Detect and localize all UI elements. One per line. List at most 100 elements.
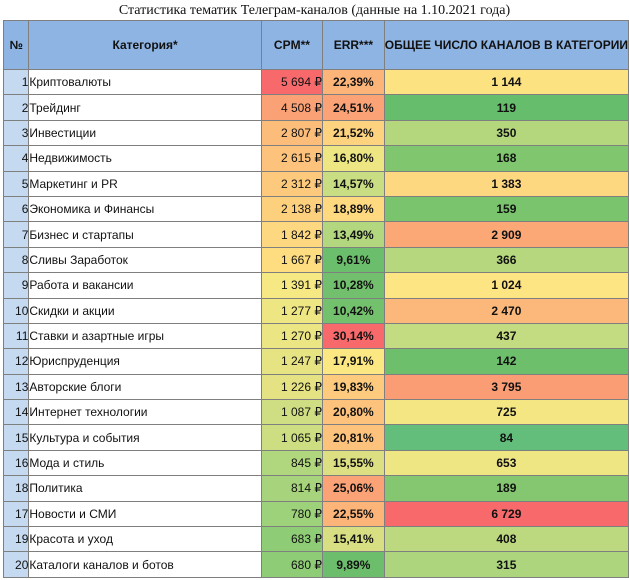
row-cpm: 1 247 ₽ [260, 348, 324, 375]
row-total: 408 [383, 526, 629, 553]
table-row: 8 Сливы Заработок 1 667 ₽9,61% 366 [2, 246, 629, 274]
table-row: 4 Недвижимость 2 615 ₽16,80% 168 [2, 145, 629, 172]
row-category: Бизнес и стартапы [28, 221, 262, 248]
row-err: 20,81% [322, 424, 385, 451]
table-row: 10 Скидки и акции 1 277 ₽10,42% 2 470 [2, 297, 629, 324]
row-cpm: 1 667 ₽ [260, 246, 324, 274]
row-err: 19,83% [322, 373, 385, 401]
table-row: 16 Мода и стиль 845 ₽15,55% 653 [2, 449, 629, 477]
row-number: 17 [2, 500, 30, 528]
row-err: 17,91% [322, 348, 385, 375]
table-row: 11 Ставки и азартные игры 1 270 ₽30,14% 437 [2, 322, 629, 350]
row-cpm: 683 ₽ [260, 526, 324, 553]
row-number: 12 [2, 348, 30, 375]
table-row: 9 Работа и вакансии 1 391 ₽10,28% 1 024 [2, 272, 629, 299]
header-err: ERR*** [322, 20, 385, 70]
row-total: 1 383 [383, 170, 629, 197]
row-err: 15,41% [322, 526, 385, 553]
row-total: 3 795 [383, 373, 629, 401]
row-cpm: 814 ₽ [260, 475, 324, 502]
table-row: 6 Экономика и Финансы 2 138 ₽18,89% 159 [2, 195, 629, 223]
row-cpm: 2 807 ₽ [260, 119, 324, 147]
header-row: № Категория* CPM** ERR*** ОБЩЕЕ ЧИСЛО КА… [2, 20, 629, 70]
row-category: Экономика и Финансы [28, 195, 262, 223]
table-row: 2 Трейдинг 4 508 ₽24,51% 119 [2, 94, 629, 121]
row-total: 350 [383, 119, 629, 147]
row-cpm: 1 065 ₽ [260, 424, 324, 451]
row-category: Интернет технологии [28, 399, 262, 426]
table-row: 19 Красота и уход 683 ₽15,41% 408 [2, 526, 629, 553]
table-row: 20 Каталоги каналов и ботов 680 ₽9,89% 315 [2, 551, 629, 578]
row-cpm: 1 277 ₽ [260, 297, 324, 324]
row-total: 142 [383, 348, 629, 375]
row-category: Мода и стиль [28, 449, 262, 477]
table-row: 15 Культура и события 1 065 ₽20,81% 84 [2, 424, 629, 451]
row-category: Культура и события [28, 424, 262, 451]
row-number: 9 [2, 272, 30, 299]
row-total: 2 909 [383, 221, 629, 248]
row-cpm: 2 615 ₽ [260, 145, 324, 172]
row-cpm: 1 226 ₽ [260, 373, 324, 401]
row-number: 3 [2, 119, 30, 147]
row-number: 1 [2, 68, 30, 96]
row-err: 20,80% [322, 399, 385, 426]
row-total: 84 [383, 424, 629, 451]
table-row: 7 Бизнес и стартапы 1 842 ₽13,49% 2 909 [2, 221, 629, 248]
row-total: 437 [383, 322, 629, 350]
row-cpm: 1 087 ₽ [260, 399, 324, 426]
row-err: 21,52% [322, 119, 385, 147]
row-err: 10,28% [322, 272, 385, 299]
row-cpm: 1 391 ₽ [260, 272, 324, 299]
row-cpm: 5 694 ₽ [260, 68, 324, 96]
row-category: Скидки и акции [28, 297, 262, 324]
table-row: 17 Новости и СМИ 780 ₽22,55% 6 729 [2, 500, 629, 528]
header-num: № [2, 20, 30, 70]
row-number: 2 [2, 94, 30, 121]
row-category: Инвестиции [28, 119, 262, 147]
row-cpm: 1 842 ₽ [260, 221, 324, 248]
row-number: 13 [2, 373, 30, 401]
row-category: Ставки и азартные игры [28, 322, 262, 350]
row-number: 7 [2, 221, 30, 248]
row-category: Политика [28, 475, 262, 502]
row-category: Юриспруденция [28, 348, 262, 375]
row-cpm: 2 312 ₽ [260, 170, 324, 197]
row-err: 10,42% [322, 297, 385, 324]
row-total: 1 024 [383, 272, 629, 299]
row-number: 19 [2, 526, 30, 553]
row-total: 1 144 [383, 68, 629, 96]
row-err: 13,49% [322, 221, 385, 248]
row-number: 4 [2, 145, 30, 172]
header-cpm: CPM** [260, 20, 324, 70]
row-err: 14,57% [322, 170, 385, 197]
row-category: Авторские блоги [28, 373, 262, 401]
row-cpm: 780 ₽ [260, 500, 324, 528]
row-total: 653 [383, 449, 629, 477]
row-err: 30,14% [322, 322, 385, 350]
row-number: 14 [2, 399, 30, 426]
header-category: Категория* [28, 20, 262, 70]
row-err: 9,89% [322, 551, 385, 578]
row-cpm: 680 ₽ [260, 551, 324, 578]
table-row: 1 Криптовалюты 5 694 ₽22,39% 1 144 [2, 68, 629, 96]
row-err: 25,06% [322, 475, 385, 502]
row-total: 159 [383, 195, 629, 223]
row-category: Сливы Заработок [28, 246, 262, 274]
table-row: 14 Интернет технологии 1 087 ₽20,80% 725 [2, 399, 629, 426]
row-cpm: 845 ₽ [260, 449, 324, 477]
header-total: ОБЩЕЕ ЧИСЛО КАНАЛОВ В КАТЕГОРИИ [383, 20, 629, 70]
row-total: 6 729 [383, 500, 629, 528]
row-err: 22,39% [322, 68, 385, 96]
row-number: 15 [2, 424, 30, 451]
row-cpm: 4 508 ₽ [260, 94, 324, 121]
row-total: 315 [383, 551, 629, 578]
row-err: 24,51% [322, 94, 385, 121]
row-number: 10 [2, 297, 30, 324]
table-row: 5 Маркетинг и PR 2 312 ₽14,57% 1 383 [2, 170, 629, 197]
row-err: 15,55% [322, 449, 385, 477]
row-err: 9,61% [322, 246, 385, 274]
row-cpm: 2 138 ₽ [260, 195, 324, 223]
row-cpm: 1 270 ₽ [260, 322, 324, 350]
row-number: 8 [2, 246, 30, 274]
